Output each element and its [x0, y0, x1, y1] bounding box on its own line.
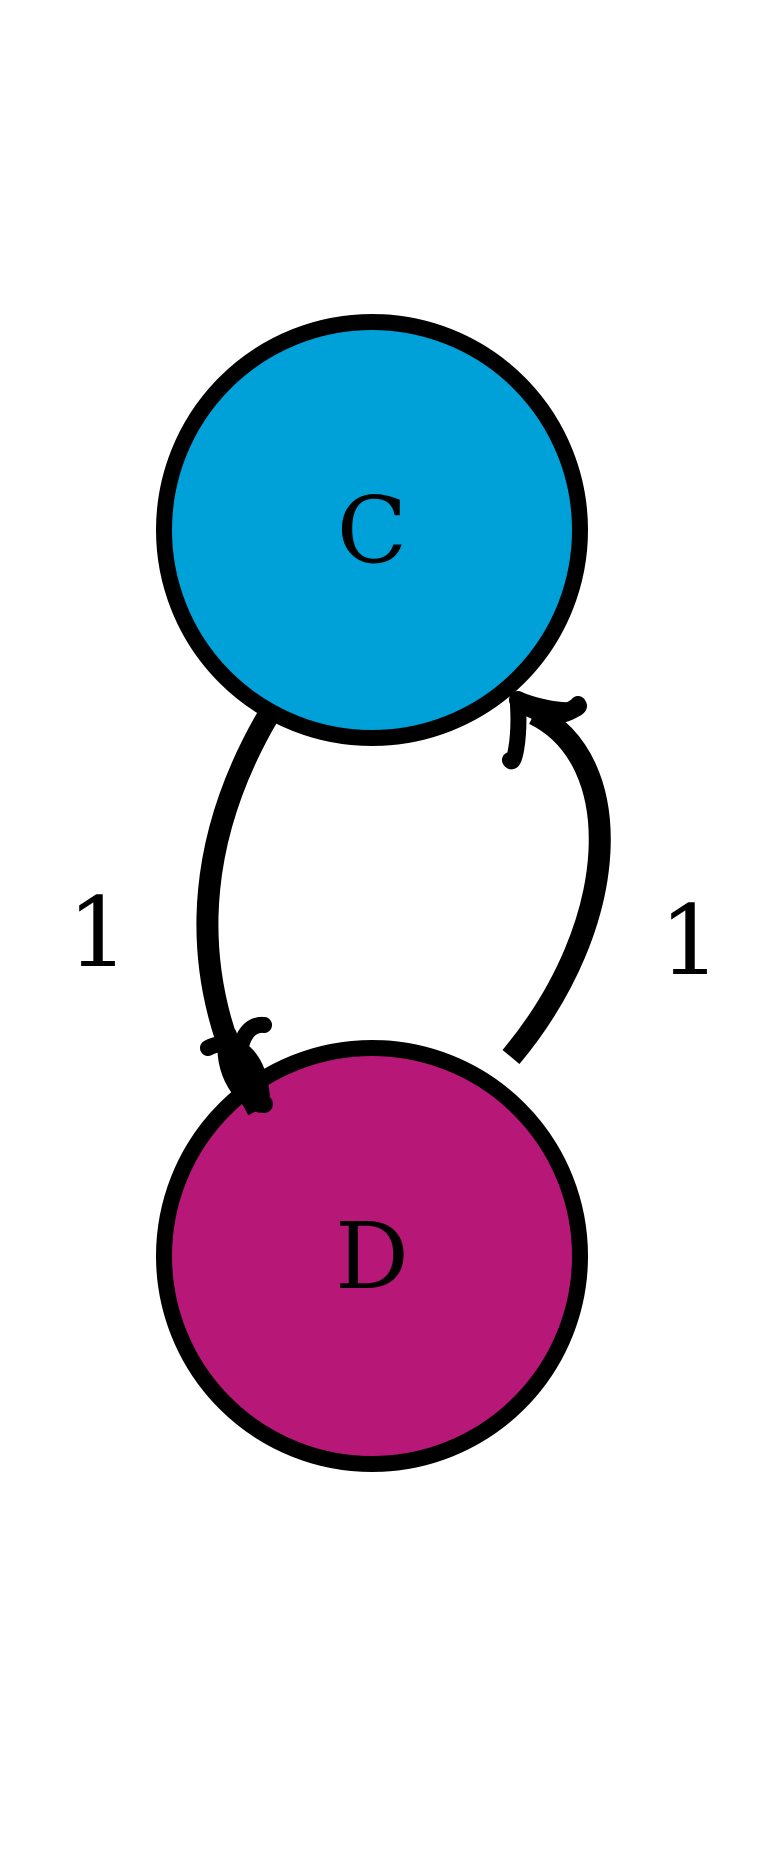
edge-c-to-d-label: 1: [67, 877, 128, 989]
node-d-label: D: [335, 1203, 409, 1310]
edge-c-to-d: 1: [67, 710, 278, 1116]
node-c-circle: [156, 314, 588, 746]
node-d: D: [156, 1040, 588, 1472]
edge-d-to-c: 1: [502, 691, 721, 1065]
arrowhead-c-to-d: [200, 1017, 273, 1113]
node-c-label: C: [337, 477, 407, 584]
edge-d-to-c-label: 1: [659, 885, 720, 997]
edge-d-to-c-line: [502, 704, 611, 1065]
node-d-circle: [156, 1040, 588, 1472]
node-c: C: [156, 314, 588, 746]
arrowhead-d-to-c: [502, 691, 587, 770]
